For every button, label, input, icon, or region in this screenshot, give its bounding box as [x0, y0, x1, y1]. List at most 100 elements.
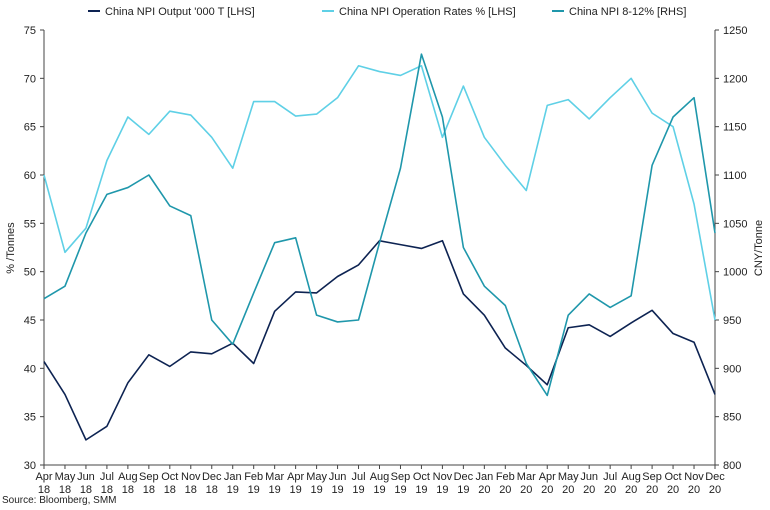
y-tick-label-right: 850 [723, 412, 741, 424]
x-tick-label-year: 19 [248, 484, 260, 496]
x-tick-label-month: May [306, 471, 327, 483]
y-tick-label-left: 45 [24, 315, 36, 327]
y-ticks-left: 30 35 40 45 50 55 60 65 70 75 [24, 25, 44, 472]
x-tick-label-month: Apr [287, 471, 304, 483]
x-tick-label-year: 18 [59, 484, 71, 496]
x-tick-label-year: 19 [331, 484, 343, 496]
legend-label: China NPI 8-12% [RHS] [569, 6, 686, 18]
x-tick-label-year: 20 [604, 484, 616, 496]
x-ticks: Apr18May18Jun18Jul18Aug18Sep18Oct18Nov18… [35, 465, 725, 496]
y-axis-title-left: % /Tonnes [5, 222, 17, 274]
x-tick-label-year: 20 [520, 484, 532, 496]
x-tick-label-month: Jan [475, 471, 493, 483]
y-tick-label-left: 50 [24, 267, 36, 279]
x-tick-label-year: 19 [227, 484, 239, 496]
x-tick-label-month: Sep [642, 471, 662, 483]
y-tick-label-right: 1150 [723, 122, 747, 134]
x-tick-label-month: Feb [244, 471, 263, 483]
x-tick-label-year: 19 [436, 484, 448, 496]
x-tick-label-month: Nov [181, 471, 201, 483]
x-tick-label-year: 18 [164, 484, 176, 496]
x-tick-label-month: Sep [391, 471, 411, 483]
y-tick-label-right: 1000 [723, 267, 747, 279]
y-tick-label-left: 75 [24, 25, 36, 37]
x-tick-label-month: Oct [665, 471, 682, 483]
x-tick-label-year: 19 [394, 484, 406, 496]
x-tick-label-month: May [55, 471, 76, 483]
x-tick-label-year: 18 [185, 484, 197, 496]
y-tick-label-left: 55 [24, 218, 36, 230]
x-tick-label-year: 20 [646, 484, 658, 496]
y-tick-label-left: 65 [24, 122, 36, 134]
x-tick-label-month: Apr [35, 471, 52, 483]
y-tick-label-right: 800 [723, 460, 741, 472]
x-tick-label-year: 18 [38, 484, 50, 496]
x-tick-label-year: 20 [583, 484, 595, 496]
x-tick-label-month: Feb [496, 471, 515, 483]
x-tick-label-month: Nov [433, 471, 453, 483]
y-tick-label-right: 1050 [723, 218, 747, 230]
series-line [43, 239, 716, 441]
x-tick-label-year: 19 [352, 484, 364, 496]
x-tick-label-year: 18 [101, 484, 113, 496]
x-tick-label-year: 18 [143, 484, 155, 496]
x-tick-label-year: 19 [457, 484, 469, 496]
x-tick-label-month: Jan [224, 471, 242, 483]
x-tick-label-month: May [558, 471, 579, 483]
x-tick-label-month: Jun [329, 471, 347, 483]
y-axis-title-right: CNY/Tonne [753, 220, 765, 276]
x-tick-label-month: Oct [161, 471, 178, 483]
x-tick-label-month: Aug [370, 471, 390, 483]
x-tick-label-year: 19 [269, 484, 281, 496]
y-tick-label-right: 1200 [723, 73, 747, 85]
series-line [43, 64, 716, 321]
y-tick-label-right: 1100 [723, 170, 747, 182]
axes [43, 30, 716, 466]
y-tick-label-left: 30 [24, 460, 36, 472]
x-tick-label-month: Jun [580, 471, 598, 483]
x-tick-label-year: 20 [499, 484, 511, 496]
x-tick-label-year: 18 [122, 484, 134, 496]
y-tick-label-left: 35 [24, 412, 36, 424]
x-tick-label-month: Mar [265, 471, 284, 483]
x-tick-label-year: 20 [541, 484, 553, 496]
x-tick-label-month: Dec [202, 471, 222, 483]
y-tick-label-left: 40 [24, 363, 36, 375]
x-tick-label-month: Oct [413, 471, 430, 483]
x-tick-label-year: 19 [310, 484, 322, 496]
x-tick-label-month: Dec [705, 471, 725, 483]
x-tick-label-year: 18 [80, 484, 92, 496]
x-tick-label-month: Aug [118, 471, 138, 483]
y-tick-label-right: 1250 [723, 25, 747, 37]
x-tick-label-month: Jul [352, 471, 366, 483]
y-tick-label-left: 60 [24, 170, 36, 182]
series-0 [43, 239, 716, 441]
x-tick-label-month: Aug [621, 471, 641, 483]
source-note: Source: Bloomberg, SMM [2, 495, 117, 506]
legend-label: China NPI Output '000 T [LHS] [105, 6, 255, 18]
x-tick-label-month: Mar [517, 471, 536, 483]
x-tick-label-month: Apr [539, 471, 556, 483]
series-1 [43, 64, 716, 321]
x-tick-label-year: 20 [667, 484, 679, 496]
y-tick-label-left: 70 [24, 73, 36, 85]
x-tick-label-month: Jul [100, 471, 114, 483]
x-tick-label-year: 18 [206, 484, 218, 496]
legend: China NPI Output '000 T [LHS] China NPI O… [88, 6, 686, 18]
y-ticks-right: 800 850 900 950 1000 1050 1100 1150 1200 1250 [715, 25, 747, 472]
x-tick-label-month: Jun [77, 471, 95, 483]
x-tick-label-year: 19 [415, 484, 427, 496]
series-line [43, 53, 716, 397]
x-tick-label-year: 20 [688, 484, 700, 496]
x-tick-label-year: 20 [562, 484, 574, 496]
x-tick-label-year: 20 [625, 484, 637, 496]
legend-label: China NPI Operation Rates % [LHS] [339, 6, 516, 18]
x-tick-label-month: Sep [139, 471, 159, 483]
x-tick-label-year: 19 [290, 484, 302, 496]
series-lines [43, 53, 716, 441]
x-tick-label-month: Nov [684, 471, 704, 483]
x-tick-label-month: Jul [603, 471, 617, 483]
x-tick-label-year: 20 [478, 484, 490, 496]
y-tick-label-right: 950 [723, 315, 741, 327]
